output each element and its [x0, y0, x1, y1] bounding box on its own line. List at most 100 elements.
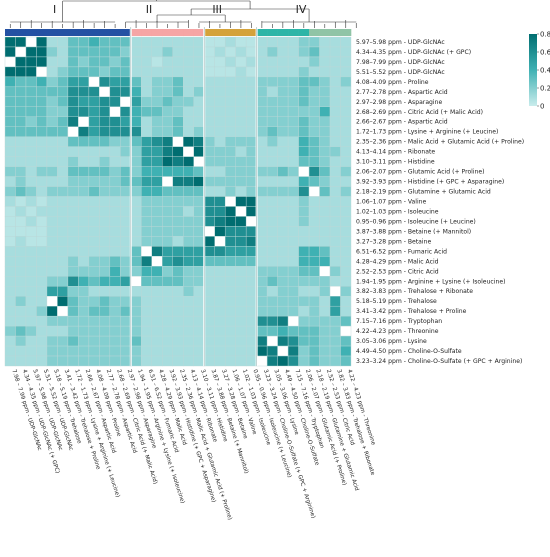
heatmap-cell — [25, 56, 37, 68]
heatmap-cell — [340, 246, 352, 257]
heatmap-cell — [172, 226, 184, 237]
heatmap-cell — [15, 136, 27, 147]
heatmap-cell — [57, 126, 69, 137]
heatmap-cell — [266, 126, 278, 137]
heatmap-cell — [25, 96, 37, 107]
heatmap-cell — [4, 355, 16, 367]
heatmap-cell — [36, 196, 48, 207]
heatmap-cell — [172, 196, 184, 207]
heatmap-cell — [193, 36, 205, 48]
heatmap-cell — [277, 226, 289, 237]
group-color-bar — [5, 29, 352, 36]
heatmap-cell — [277, 305, 289, 317]
heatmap-cell — [109, 276, 121, 287]
heatmap-cell — [46, 286, 58, 297]
heatmap-cell — [204, 335, 215, 347]
heatmap-cell — [4, 176, 16, 187]
heatmap-cell — [308, 315, 320, 327]
heatmap-cell — [151, 186, 163, 197]
heatmap-cell — [287, 136, 299, 147]
heatmap-cell — [329, 305, 341, 317]
heatmap-cell — [120, 355, 132, 367]
heatmap-cell — [46, 186, 58, 197]
heatmap-cell — [130, 196, 142, 207]
heatmap-cell — [193, 305, 205, 317]
heatmap-cell — [329, 166, 341, 177]
heatmap-cell — [67, 86, 79, 98]
heatmap-cell — [172, 335, 184, 347]
heatmap-cell — [162, 206, 173, 217]
heatmap-cell — [109, 136, 121, 147]
heatmap-cell — [245, 106, 257, 117]
heatmap-cell — [25, 246, 37, 257]
heatmap-cell — [78, 325, 90, 337]
heatmap-cell — [266, 156, 278, 167]
heatmap-cell — [298, 136, 310, 147]
heatmap-cell — [151, 236, 163, 247]
heatmap-cell — [319, 86, 331, 98]
heatmap-cell — [340, 116, 352, 127]
row-label: 3.41–3.42 ppm - Trehalose + Proline — [356, 308, 467, 315]
heatmap-cell — [214, 325, 226, 337]
heatmap-cell — [36, 206, 48, 217]
heatmap-cell — [214, 266, 226, 277]
heatmap-cell — [183, 116, 194, 127]
heatmap-cell — [329, 355, 341, 367]
heatmap-cell — [319, 206, 331, 217]
heatmap-cell — [193, 156, 205, 167]
heatmap-cell — [287, 305, 299, 317]
heatmap-cell — [162, 355, 173, 367]
heatmap-cell — [340, 335, 352, 347]
heatmap-cell — [162, 256, 173, 267]
heatmap-cell — [308, 46, 320, 58]
heatmap-cell — [266, 355, 278, 367]
heatmap-cell — [277, 335, 289, 347]
heatmap-cell — [162, 86, 173, 98]
heatmap-cell — [245, 166, 257, 177]
group-color-cell — [214, 29, 226, 36]
heatmap-cell — [287, 286, 299, 297]
heatmap-cell — [183, 276, 194, 287]
heatmap-cell — [266, 256, 278, 267]
heatmap-cell — [245, 86, 257, 98]
row-label: 6.51–6.52 ppm - Fumaric Acid — [356, 248, 447, 255]
heatmap-cell — [287, 196, 299, 207]
heatmap-cell — [298, 196, 310, 207]
heatmap-cell — [319, 156, 331, 167]
heatmap-cell — [308, 76, 320, 88]
heatmap-cell — [88, 236, 100, 247]
heatmap-cell — [224, 146, 236, 157]
heatmap-cell — [224, 325, 236, 337]
heatmap-cell — [298, 86, 310, 98]
heatmap-cell — [193, 256, 205, 267]
heatmap-cell — [245, 246, 257, 257]
heatmap-cell — [88, 355, 100, 367]
heatmap-cell — [214, 226, 226, 237]
heatmap-cell — [204, 315, 215, 327]
heatmap-cell — [141, 286, 152, 297]
heatmap-cell — [120, 186, 132, 197]
heatmap-cell — [340, 226, 352, 237]
heatmap-cell — [36, 56, 48, 68]
heatmap-cell — [67, 216, 79, 227]
heatmap-cell — [151, 246, 163, 257]
heatmap-cell — [15, 345, 27, 357]
heatmap-cell — [120, 236, 132, 247]
heatmap-cell — [141, 345, 152, 357]
heatmap-cell — [162, 276, 173, 287]
heatmap-cell — [308, 276, 320, 287]
heatmap-cell — [319, 76, 331, 88]
heatmap-cell — [15, 56, 27, 68]
heatmap-cell — [277, 345, 289, 357]
heatmap-cell — [120, 315, 132, 327]
heatmap-cell — [183, 305, 194, 317]
heatmap-cell — [245, 305, 257, 317]
heatmap-cell — [193, 286, 205, 297]
heatmap-cell — [266, 136, 278, 147]
heatmap-cell — [130, 315, 142, 327]
heatmap-cell — [25, 305, 37, 317]
heatmap-cell — [57, 325, 69, 337]
heatmap-cell — [99, 136, 111, 147]
heatmap-cell — [141, 86, 152, 98]
group-color-cell — [25, 29, 37, 36]
